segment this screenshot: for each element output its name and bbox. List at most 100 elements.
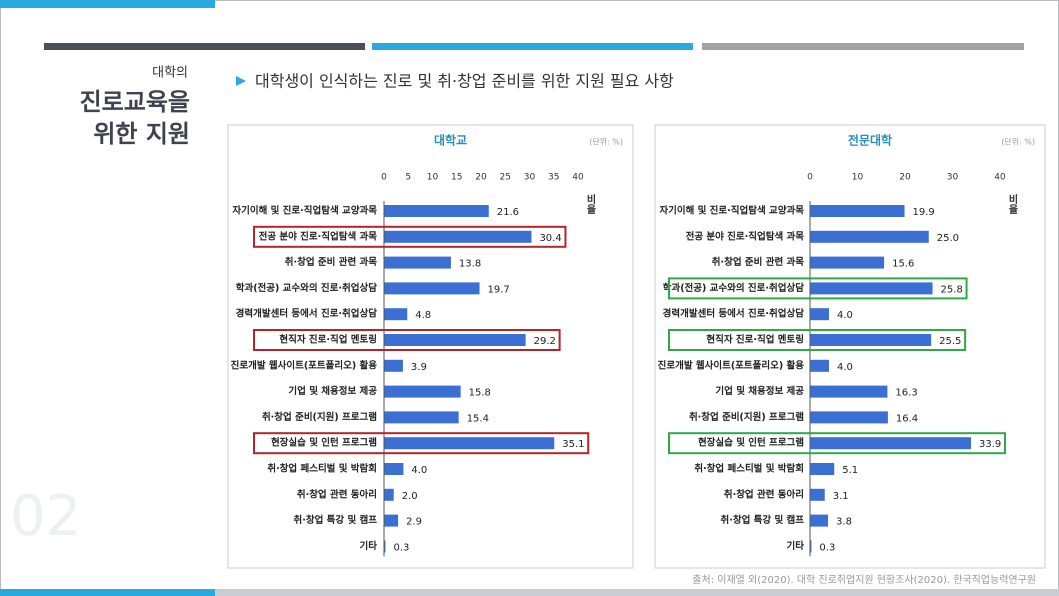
value-label: 29.2	[534, 336, 556, 347]
value-label: 5.1	[842, 465, 858, 476]
value-label: 25.5	[939, 336, 961, 347]
category-label: 취·창업 준비 관련 과목	[712, 256, 804, 268]
header-bar	[44, 43, 365, 50]
x-tick-label: 30	[524, 173, 536, 183]
value-label: 15.6	[892, 259, 914, 270]
category-label: 전공 분야 진로·직업탐색 과목	[259, 230, 378, 242]
value-label: 3.1	[833, 491, 849, 502]
x-tick-label: 20	[475, 173, 487, 183]
bar	[810, 334, 932, 346]
value-label: 15.8	[469, 388, 491, 399]
value-label: 3.9	[411, 362, 427, 373]
category-label: 취·창업 준비(지원) 프로그램	[689, 411, 804, 423]
highlight-box	[668, 329, 967, 351]
value-label: 25.0	[937, 233, 959, 244]
value-label: 4.8	[415, 310, 431, 321]
bar	[384, 385, 461, 398]
category-label: 기업 및 채용정보 제공	[288, 385, 377, 397]
category-label: 취·창업 페스티벌 및 박람회	[694, 463, 804, 475]
value-label: 19.7	[488, 284, 510, 295]
x-tick-label: 0	[807, 173, 813, 183]
bar	[810, 540, 812, 553]
x-tick-label: 20	[899, 173, 911, 183]
chart-title: 전문대학	[848, 133, 892, 148]
bar	[810, 411, 888, 424]
value-label: 19.9	[913, 207, 935, 218]
bar	[384, 334, 526, 346]
bar	[384, 359, 403, 372]
category-label: 현직자 진로·직업 멘토링	[279, 334, 377, 346]
value-label: 13.8	[459, 259, 481, 270]
bar	[384, 411, 459, 424]
value-label: 33.9	[979, 439, 1001, 450]
category-label: 진로개발 웹사이트(포트폴리오) 활용	[658, 359, 805, 371]
category-label: 취·창업 준비 관련 과목	[285, 256, 377, 268]
category-label: 기업 및 채용정보 제공	[715, 385, 804, 397]
subtitle: 대학생이 인식하는 진로 및 취·창업 준비를 위한 지원 필요 사항	[255, 72, 674, 91]
header-bar	[702, 43, 1024, 50]
highlight-box	[668, 432, 1007, 455]
category-label: 취·창업 특강 및 캠프	[721, 514, 805, 526]
bar	[384, 437, 555, 450]
value-label: 15.4	[467, 413, 489, 424]
category-label: 기타	[787, 540, 805, 552]
chart-panel	[654, 124, 1046, 569]
category-label: 전공 분야 진로·직업탐색 과목	[686, 230, 805, 242]
kicker: 대학의	[152, 66, 188, 81]
x-tick-label: 40	[994, 173, 1006, 183]
value-label: 2.9	[406, 517, 422, 528]
bar	[810, 385, 888, 398]
value-label: 16.3	[895, 388, 917, 399]
value-label: 2.0	[402, 491, 418, 502]
bar	[810, 437, 972, 450]
category-label: 취·창업 특강 및 캠프	[294, 514, 378, 526]
axis-label: 비율	[584, 193, 596, 215]
value-label: 30.4	[539, 233, 561, 244]
bar	[384, 463, 404, 475]
unit-label: (단위: %)	[1001, 137, 1035, 147]
category-label: 자기이해 및 진로·직업탐색 교양과목	[659, 205, 804, 217]
x-tick-label: 10	[427, 173, 439, 183]
value-label: 16.4	[896, 413, 918, 424]
header-bar	[372, 43, 693, 50]
value-label: 0.3	[819, 542, 835, 553]
bar	[384, 308, 408, 321]
chart-title: 대학교	[434, 133, 467, 148]
slide-title: 진로교육을	[80, 88, 190, 116]
unit-label: (단위: %)	[589, 137, 623, 147]
category-label: 진로개발 웹사이트(포트폴리오) 활용	[231, 359, 378, 371]
axis-label: 비율	[1006, 193, 1018, 215]
x-tick-label: 35	[548, 173, 559, 183]
page-number: 02	[10, 484, 81, 549]
bar	[384, 540, 386, 553]
top-accent	[0, 0, 215, 8]
highlight-box	[253, 329, 561, 351]
bar	[810, 463, 835, 475]
chart-panel	[227, 124, 634, 569]
highlight-box	[253, 225, 567, 248]
bar	[384, 205, 489, 217]
x-tick-label: 25	[500, 173, 511, 183]
bottom-bar	[215, 589, 1059, 596]
x-tick-label: 10	[852, 173, 864, 183]
bar	[810, 308, 829, 321]
category-label: 취·창업 준비(지원) 프로그램	[262, 411, 377, 423]
highlight-box	[668, 277, 968, 300]
slide-title: 위한 지원	[93, 120, 190, 148]
bar	[384, 514, 399, 527]
value-label: 4.0	[837, 310, 853, 321]
category-label: 취·창업 페스티벌 및 박람회	[267, 463, 377, 475]
bar	[810, 359, 829, 372]
bar	[810, 488, 825, 501]
x-tick-label: 30	[947, 173, 959, 183]
bottom-accent	[0, 589, 215, 596]
category-label: 기타	[360, 540, 378, 552]
bar	[384, 488, 394, 501]
category-label: 학과(전공) 교수와의 진로·취업상담	[236, 282, 378, 294]
bar	[810, 514, 829, 527]
bar	[384, 282, 480, 295]
category-label: 현장실습 및 인턴 프로그램	[271, 437, 377, 449]
category-label: 현장실습 및 인턴 프로그램	[698, 437, 804, 449]
bar	[384, 256, 451, 269]
